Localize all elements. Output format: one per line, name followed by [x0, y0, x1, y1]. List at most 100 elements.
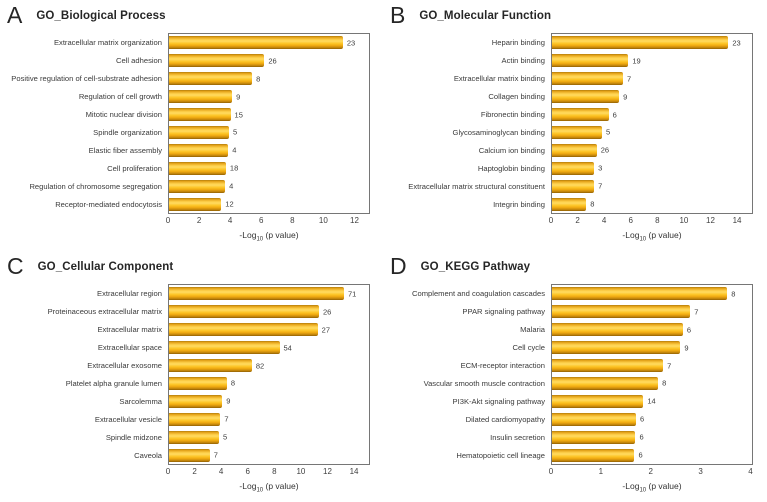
x-axis-tick-label: 0: [548, 467, 554, 476]
bar: [169, 54, 265, 68]
bar-row: 15: [169, 106, 369, 124]
bar-row: 9: [552, 339, 752, 357]
category-label: Spindle organization: [93, 128, 162, 138]
x-axis-tick-label: 4: [227, 216, 233, 225]
bar-value-label: 5: [606, 127, 611, 137]
category-label: Extracellular matrix binding: [453, 73, 545, 83]
bar-chart: Heparin binding Actin binding Extracellula…: [383, 33, 753, 243]
bar-value-label: 4: [229, 181, 234, 191]
x-axis-tick-label: 14: [732, 216, 742, 225]
bar: [552, 287, 728, 301]
bar-row: 54: [169, 339, 369, 357]
category-label: Positive regulation of cell-substrate ad…: [11, 73, 162, 83]
x-axis-tick-label: 10: [679, 216, 689, 225]
bar-row: 8: [169, 70, 369, 88]
bar-row: 8: [552, 375, 752, 393]
bar: [169, 90, 233, 104]
category-label: Malaria: [520, 324, 545, 334]
category-label: Extracellular matrix: [97, 324, 162, 334]
bar-value-label: 8: [731, 289, 736, 299]
x-axis-tick-label: 2: [196, 216, 202, 225]
bar-value-label: 26: [268, 56, 277, 66]
bar: [169, 305, 319, 319]
category-label: Extracellular matrix structural constitu…: [408, 182, 545, 192]
panel-letter-B: B: [390, 2, 406, 28]
x-axis-tick-label: 0: [165, 467, 171, 476]
bar-chart: Extracellular region Proteinaceous extrac…: [0, 284, 370, 494]
category-label: Proteinaceous extracellular matrix: [47, 306, 162, 316]
bar-row: 7: [552, 70, 752, 88]
bar-value-label: 5: [223, 432, 228, 442]
bar: [552, 125, 602, 139]
bar: [552, 197, 587, 211]
plot-area: 71 26 27 54 82 8 9 7 5 7: [168, 284, 370, 465]
bar-value-label: 26: [600, 145, 610, 155]
bar-row: 26: [169, 303, 369, 321]
bar-row: 14: [552, 392, 752, 410]
bar: [169, 430, 219, 444]
x-axis-tick-label: 10: [318, 216, 328, 225]
bar-row: 7: [169, 446, 369, 464]
bar-value-label: 18: [229, 163, 239, 173]
category-label: Dilated cardiomyopathy: [465, 415, 545, 425]
bar: [552, 161, 595, 175]
x-axis-title: -Log10 (p value): [239, 481, 299, 494]
bar: [552, 448, 635, 462]
bar: [552, 394, 644, 408]
x-axis-tick-label: 8: [655, 216, 660, 225]
bar-value-label: 8: [230, 378, 236, 388]
bar-value-label: 8: [590, 199, 595, 209]
x-axis-tick-label: 2: [648, 467, 653, 476]
bar-value-label: 9: [684, 343, 689, 353]
panel-title: GO_KEGG Pathway: [420, 261, 531, 273]
panel-b-molecular-function: B GO_Molecular Function Heparin binding Act…: [383, 0, 767, 251]
panel-title: GO_Biological Process: [36, 10, 166, 22]
bar-value-label: 82: [255, 361, 265, 371]
bar: [552, 323, 683, 337]
bar-row: 6: [552, 410, 752, 428]
x-axis-tick-label: 6: [245, 467, 250, 476]
bar: [169, 36, 343, 50]
category-label: Cell cycle: [512, 342, 546, 352]
x-axis-ticks: 0 2 4 6 8 10 12 14: [549, 216, 753, 229]
bar: [169, 287, 344, 301]
category-labels: Heparin binding Actin binding Extracellula…: [383, 33, 551, 243]
plot-column: 23 26 8 9 15 5 4 18 4 12 0 2 4 6 8 10 12 -Log10 (p value): [166, 33, 370, 243]
x-axis-title: -Log10 (p value): [622, 481, 682, 494]
category-labels: Extracellular matrix organization Cell ad…: [0, 33, 168, 243]
bar-value-label: 7: [694, 307, 699, 317]
x-axis-tick-label: 1: [598, 467, 604, 476]
x-axis-tick-label: 12: [350, 216, 359, 225]
bar-row: 27: [169, 321, 369, 339]
x-axis-tick-label: 12: [323, 467, 332, 476]
bar-value-label: 7: [224, 414, 229, 424]
bar-value-label: 7: [213, 450, 218, 460]
bar: [169, 448, 210, 462]
bar: [552, 179, 595, 193]
category-label: Glycosaminoglycan binding: [452, 128, 545, 138]
bar-row: 12: [169, 195, 369, 213]
category-label: Heparin binding: [491, 37, 545, 47]
x-axis-ticks: 0 2 4 6 8 10 12: [166, 216, 370, 229]
category-label: Cell proliferation: [107, 164, 162, 174]
bar-value-label: 7: [598, 181, 603, 191]
bar-row: 8: [169, 375, 369, 393]
panel-d-kegg-pathway: D GO_KEGG Pathway Complement and coagulati…: [383, 251, 767, 502]
panel-title: GO_Cellular Component: [37, 261, 174, 273]
panel-title: GO_Molecular Function: [419, 10, 552, 22]
bar-row: 19: [552, 52, 752, 70]
bar: [552, 376, 659, 390]
bar: [169, 359, 252, 373]
panel-header: B GO_Molecular Function: [390, 3, 551, 27]
bar-row: 7: [169, 410, 369, 428]
bar-row: 9: [169, 88, 369, 106]
x-axis-tick-label: 12: [706, 216, 715, 225]
bar: [552, 72, 624, 86]
bar: [169, 341, 280, 355]
category-label: Haptoglobin binding: [477, 164, 545, 174]
bar-row: 71: [169, 285, 369, 303]
bar: [552, 430, 636, 444]
bar-value-label: 23: [732, 38, 741, 48]
bar-value-label: 6: [686, 325, 692, 335]
category-label: Mitotic nuclear division: [85, 109, 162, 119]
